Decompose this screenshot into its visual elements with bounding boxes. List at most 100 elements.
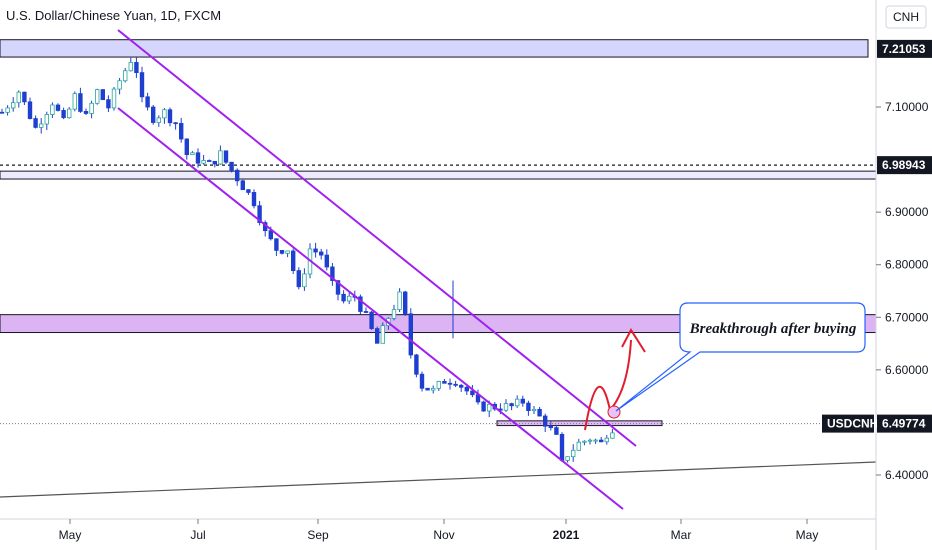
candle-body <box>559 433 565 461</box>
red-arc-arrow <box>584 385 611 431</box>
currency-box[interactable] <box>885 5 927 29</box>
x-tick-label: Nov <box>433 528 454 542</box>
candle-body <box>296 270 301 288</box>
candle-body <box>430 387 436 391</box>
candle-body <box>201 160 206 164</box>
channel-upper-line <box>117 29 637 447</box>
candle-body <box>335 280 341 295</box>
currency-label: CNH <box>893 10 919 24</box>
y-tick-label: 6.90000 <box>885 205 929 219</box>
candles <box>0 57 615 463</box>
candle-body <box>61 110 66 119</box>
candle-body <box>363 311 369 313</box>
candle-body <box>128 62 133 72</box>
x-tick-label: Jul <box>190 528 205 542</box>
candle-body <box>470 390 475 396</box>
last-price-badge <box>877 414 932 433</box>
candle-body <box>22 91 27 103</box>
candle-body <box>33 118 38 128</box>
time-axis[interactable]: May Jul Sep Nov 2021 Mar May <box>59 519 819 542</box>
x-tick-label: Sep <box>307 528 329 542</box>
candle-body <box>599 439 604 443</box>
candle-body <box>302 273 307 288</box>
candle-body <box>173 122 178 125</box>
candle-body <box>150 106 156 123</box>
candle-body <box>67 108 72 119</box>
guide-lines <box>0 164 877 498</box>
candle-body <box>318 251 324 256</box>
candle-body <box>83 111 89 114</box>
symbol-name: USDCNH <box>827 417 878 431</box>
candle-body <box>111 88 117 109</box>
candle-body <box>167 109 173 124</box>
candle-body <box>0 111 5 114</box>
candle-body <box>593 439 598 442</box>
x-tick-label: 2021 <box>553 528 580 542</box>
candle-body <box>458 384 464 388</box>
callout-text: Breakthrough after buying <box>689 321 857 337</box>
breakout-marker-icon <box>607 405 621 419</box>
candle-body <box>610 432 615 439</box>
candle-body <box>27 101 33 119</box>
candle-body <box>44 114 49 125</box>
price-axis[interactable]: 7.10000 6.90000 6.80000 6.70000 6.60000 6.400… <box>822 39 932 482</box>
candle-body <box>223 150 229 163</box>
candle-body <box>543 415 548 427</box>
candle-body <box>89 102 94 114</box>
callout-bubble <box>615 302 866 412</box>
price-badge-label: 7.21053 <box>882 42 926 56</box>
candle-body <box>374 328 380 344</box>
candle-body <box>279 250 285 254</box>
zone-rect <box>0 170 877 180</box>
candle-body <box>106 99 111 109</box>
symbol-badge <box>822 414 874 433</box>
candle-body <box>464 386 469 392</box>
candle-body <box>447 382 453 385</box>
candle-body <box>257 205 262 223</box>
x-tick-label: May <box>59 528 82 542</box>
candle-body <box>408 313 413 356</box>
y-tick-label: 6.40000 <box>885 468 929 482</box>
candle-body <box>206 160 212 162</box>
channel-lower-line <box>117 107 624 510</box>
candle-body <box>100 89 105 101</box>
candle-body <box>369 311 374 329</box>
candle-body <box>290 250 296 272</box>
candle-body <box>285 250 290 254</box>
candle-body <box>397 291 402 310</box>
candle-body <box>576 441 581 451</box>
candle-body <box>212 160 217 165</box>
candle-body <box>526 402 531 412</box>
candle-body <box>425 387 430 391</box>
candle-body <box>402 291 408 315</box>
candle-body <box>391 309 397 319</box>
candle-body <box>251 192 257 207</box>
candle-body <box>190 152 195 156</box>
candle-body <box>442 381 447 384</box>
candle-body <box>184 138 189 156</box>
y-tick-label: 6.80000 <box>885 258 929 272</box>
candle-body <box>531 408 537 412</box>
candle-body <box>503 403 509 411</box>
annotations: Breakthrough after buying <box>584 302 866 431</box>
candle-body <box>554 427 559 435</box>
candle-body <box>548 425 553 429</box>
candle-body <box>571 449 576 458</box>
candle-body <box>50 104 55 115</box>
candle-body <box>156 117 161 123</box>
candle-body <box>587 439 593 442</box>
x-tick-label: Mar <box>671 528 692 542</box>
candle-body <box>39 123 44 128</box>
candle-body <box>123 70 128 82</box>
candle-body <box>436 381 441 389</box>
candle-body <box>537 408 542 417</box>
candle-body <box>16 91 21 104</box>
candle-body <box>134 62 139 74</box>
price-badge-label: 6.98943 <box>882 158 926 172</box>
candle-body <box>565 456 570 461</box>
candle-body <box>520 398 525 404</box>
candle-body <box>313 248 318 253</box>
candle-body <box>341 293 346 302</box>
price-badge <box>877 39 932 58</box>
